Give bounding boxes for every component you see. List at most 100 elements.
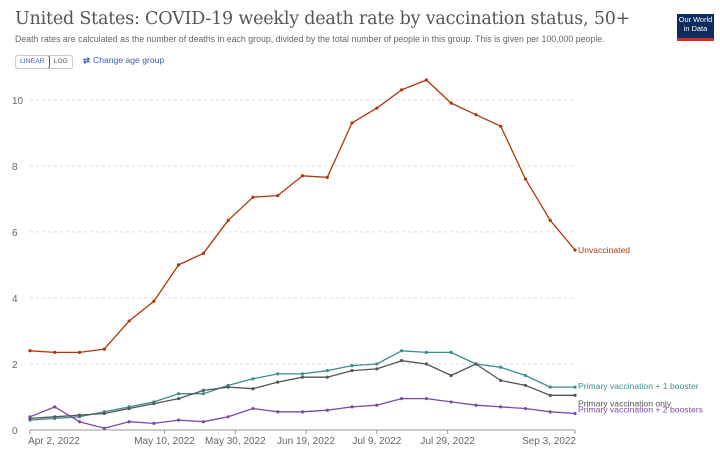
data-point: [474, 113, 478, 117]
data-point: [300, 375, 305, 379]
data-point: [573, 248, 577, 252]
data-point: [548, 218, 552, 222]
data-point: [449, 350, 453, 355]
data-point: [350, 121, 354, 125]
data-point: [53, 350, 57, 355]
x-tick-label: Apr 2, 2022: [28, 436, 80, 447]
series-end-label: Primary vaccination + 1 booster: [578, 381, 699, 391]
data-point: [424, 78, 428, 82]
x-tick-label: Jul 29, 2022: [420, 436, 475, 447]
data-point: [201, 251, 206, 255]
data-point: [226, 218, 230, 222]
x-tick-label: Sep 3, 2022: [522, 436, 576, 447]
data-point: [449, 400, 453, 404]
series-line: [29, 397, 576, 429]
data-point: [375, 362, 379, 366]
data-point: [523, 406, 528, 411]
data-point: [127, 420, 131, 424]
data-point: [152, 421, 156, 425]
data-point: [548, 393, 552, 397]
data-point: [226, 385, 230, 389]
data-point: [548, 385, 552, 389]
data-point: [350, 364, 354, 368]
data-point: [276, 410, 280, 414]
data-point: [276, 193, 280, 198]
data-point: [449, 101, 453, 105]
chart-title: United States: COVID-19 weekly death rat…: [15, 9, 631, 29]
data-point: [251, 387, 255, 391]
data-point: [523, 383, 528, 388]
scale-toggle: LINEAR LOG: [15, 55, 73, 69]
x-tick-label: May 30, 2022: [205, 436, 266, 447]
data-point: [375, 106, 379, 110]
swap-arrows-icon: [82, 56, 91, 64]
series-line: [29, 79, 576, 354]
data-point: [523, 177, 528, 181]
data-point: [177, 418, 181, 422]
owid-logo[interactable]: Our World in Data: [677, 14, 714, 41]
series-line: [29, 350, 575, 421]
data-point: [499, 365, 503, 369]
data-point: [573, 393, 577, 397]
log-scale-button[interactable]: LOG: [53, 58, 68, 65]
data-point: [523, 373, 528, 378]
data-point: [350, 368, 354, 373]
data-point: [127, 406, 131, 411]
data-point: [300, 410, 305, 414]
data-point: [474, 403, 478, 407]
data-point: [102, 411, 106, 416]
change-age-group-label: Change age group: [93, 55, 165, 65]
data-point: [325, 375, 329, 379]
series-end-label: Primary vaccination + 2 boosters: [578, 404, 703, 414]
data-point: [375, 367, 379, 371]
data-point: [399, 88, 404, 92]
data-point: [573, 411, 577, 416]
data-point: [548, 410, 552, 414]
linear-scale-button[interactable]: LINEAR: [15, 56, 50, 68]
data-point: [325, 368, 329, 373]
y-tick-label: 8: [12, 162, 18, 173]
data-point: [201, 420, 206, 424]
data-point: [152, 299, 156, 303]
data-point: [53, 405, 57, 409]
data-point: [226, 415, 230, 419]
change-age-group-link[interactable]: Change age group: [82, 55, 164, 65]
data-point: [276, 372, 280, 376]
data-point: [152, 401, 156, 406]
data-point: [28, 415, 32, 419]
data-point: [325, 408, 329, 412]
data-point: [127, 319, 131, 323]
data-point: [251, 195, 255, 199]
data-point: [300, 372, 305, 376]
data-point: [77, 420, 82, 424]
logo-line-2: in Data: [683, 23, 708, 33]
y-tick-label: 4: [12, 294, 18, 305]
y-tick-label: 0: [12, 426, 18, 437]
x-tick-label: Jun 19, 2022: [277, 436, 335, 447]
data-point: [424, 397, 428, 401]
chart-subtitle: Death rates are calculated as the number…: [15, 34, 605, 44]
data-point: [375, 403, 379, 407]
logo-line-1: Our World: [678, 15, 713, 24]
x-tick-label: May 10, 2022: [134, 436, 195, 447]
data-point: [77, 413, 82, 417]
series-end-label: Primary vaccination only: [578, 398, 672, 408]
data-point: [201, 388, 206, 392]
data-point: [102, 347, 106, 351]
data-point: [177, 263, 181, 267]
y-tick-label: 6: [12, 228, 18, 239]
data-point: [102, 426, 106, 430]
data-point: [499, 405, 503, 409]
data-point: [424, 362, 428, 366]
data-point: [399, 397, 404, 401]
y-tick-label: 10: [12, 96, 24, 107]
data-point: [300, 174, 305, 178]
data-point: [177, 397, 181, 401]
y-tick-label: 2: [12, 360, 18, 371]
data-point: [399, 349, 404, 353]
data-point: [449, 373, 453, 378]
data-point: [77, 350, 82, 355]
data-point: [201, 392, 206, 396]
data-point: [424, 350, 428, 355]
